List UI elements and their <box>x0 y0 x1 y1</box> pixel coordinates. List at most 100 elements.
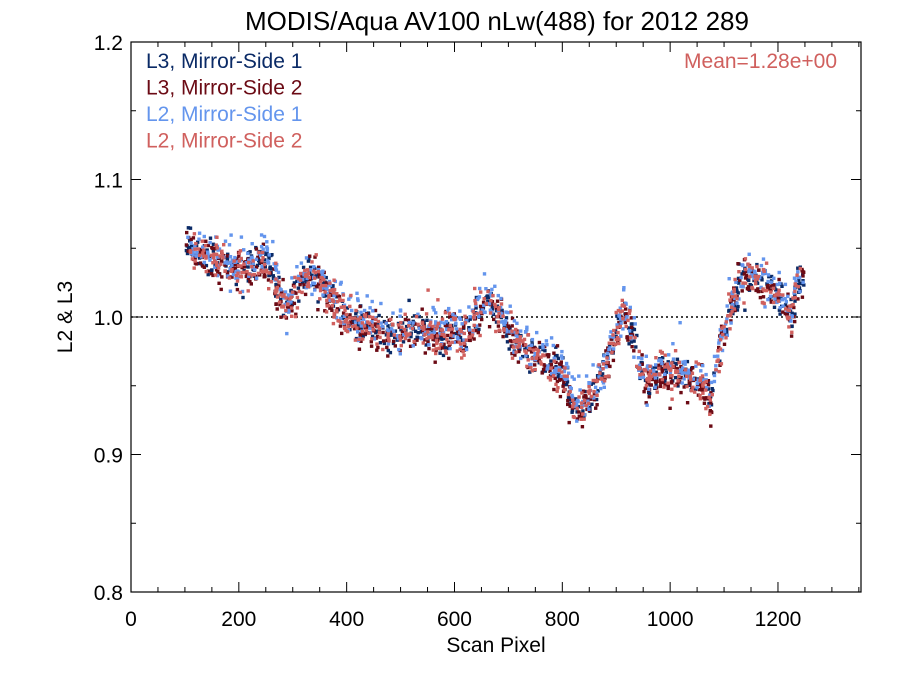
data-point <box>526 358 530 362</box>
data-point <box>440 337 444 341</box>
data-point <box>430 335 434 340</box>
data-point <box>235 279 240 283</box>
data-point <box>729 319 733 323</box>
data-point <box>577 410 581 414</box>
data-point <box>445 337 449 342</box>
data-point <box>685 401 690 405</box>
data-point <box>385 345 389 350</box>
data-point <box>445 333 450 338</box>
data-point <box>523 343 528 347</box>
data-point <box>212 252 216 256</box>
data-point <box>793 312 797 316</box>
data-point <box>381 347 385 352</box>
data-point <box>259 245 264 249</box>
data-point <box>769 284 774 288</box>
data-point <box>340 331 344 336</box>
data-point <box>448 315 452 319</box>
data-point <box>523 330 528 334</box>
data-point <box>480 308 485 312</box>
data-point <box>211 261 215 265</box>
data-point <box>486 300 490 304</box>
data-point <box>434 338 439 342</box>
data-point <box>796 270 800 274</box>
data-point <box>783 297 787 301</box>
data-point <box>784 299 788 304</box>
data-point <box>280 305 284 309</box>
data-point <box>776 299 781 303</box>
data-point <box>778 312 782 316</box>
data-point <box>662 385 666 389</box>
data-point <box>246 251 250 256</box>
data-point <box>239 235 244 239</box>
data-point <box>515 345 519 349</box>
data-point <box>533 352 537 356</box>
data-point <box>253 268 257 272</box>
data-point <box>330 308 334 312</box>
data-point <box>502 328 506 332</box>
data-point <box>359 324 363 328</box>
data-point <box>773 297 777 301</box>
data-point <box>254 265 259 269</box>
data-point <box>185 230 189 235</box>
data-point <box>362 324 367 328</box>
data-point <box>607 343 612 348</box>
data-point <box>650 377 655 382</box>
data-point <box>475 324 479 328</box>
data-point <box>467 305 471 309</box>
data-point <box>445 324 449 329</box>
data-point <box>195 251 199 255</box>
data-point <box>777 292 782 297</box>
data-point <box>541 346 545 350</box>
data-point <box>360 329 365 334</box>
data-point <box>487 325 492 329</box>
data-point <box>790 314 795 319</box>
data-point <box>521 354 525 359</box>
data-point <box>729 305 734 309</box>
data-point <box>730 297 734 302</box>
data-point <box>714 364 718 368</box>
data-point <box>536 351 540 355</box>
data-point <box>379 301 383 306</box>
data-point <box>317 265 321 269</box>
data-point <box>589 397 593 401</box>
data-point <box>316 300 320 304</box>
data-point <box>510 351 514 356</box>
data-point <box>403 317 408 322</box>
data-point <box>499 296 503 301</box>
data-point <box>700 388 704 392</box>
data-point <box>353 320 358 324</box>
data-point <box>744 269 748 274</box>
data-point <box>535 330 539 335</box>
data-point <box>467 326 471 330</box>
data-point <box>592 396 596 400</box>
data-point <box>508 304 512 308</box>
data-point <box>590 402 594 406</box>
data-point <box>789 334 794 338</box>
data-point <box>211 242 216 246</box>
data-point <box>223 263 227 267</box>
data-point <box>360 321 364 325</box>
data-point <box>533 367 537 372</box>
data-point <box>358 320 363 324</box>
data-point <box>538 360 543 364</box>
data-point <box>720 348 725 353</box>
data-point <box>462 338 466 342</box>
data-point <box>730 310 734 314</box>
data-point <box>215 235 219 239</box>
data-point <box>335 307 340 311</box>
data-point <box>710 393 714 397</box>
data-point <box>297 299 301 303</box>
data-point <box>393 344 397 348</box>
data-point <box>251 259 255 263</box>
data-point <box>375 322 380 326</box>
data-point <box>203 243 208 248</box>
data-point <box>622 288 626 292</box>
data-point <box>642 390 646 394</box>
data-point <box>616 316 621 321</box>
data-point <box>310 273 314 277</box>
data-point <box>316 308 320 312</box>
data-point <box>671 364 675 369</box>
data-point <box>427 335 431 339</box>
data-point <box>357 347 362 351</box>
data-point <box>755 277 760 281</box>
